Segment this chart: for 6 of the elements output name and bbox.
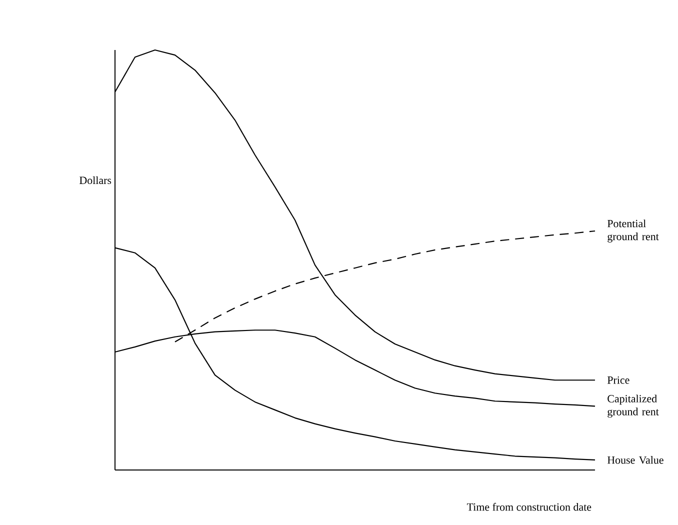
series-label: Potential ground rent xyxy=(607,220,659,242)
series-label: Capitalized ground rent xyxy=(608,394,659,418)
y-axis-title: Dollars xyxy=(80,176,112,184)
series-label: Price xyxy=(607,376,630,384)
x-axis-title: Time from construction date xyxy=(466,502,592,511)
series-label: House Value xyxy=(607,456,664,464)
